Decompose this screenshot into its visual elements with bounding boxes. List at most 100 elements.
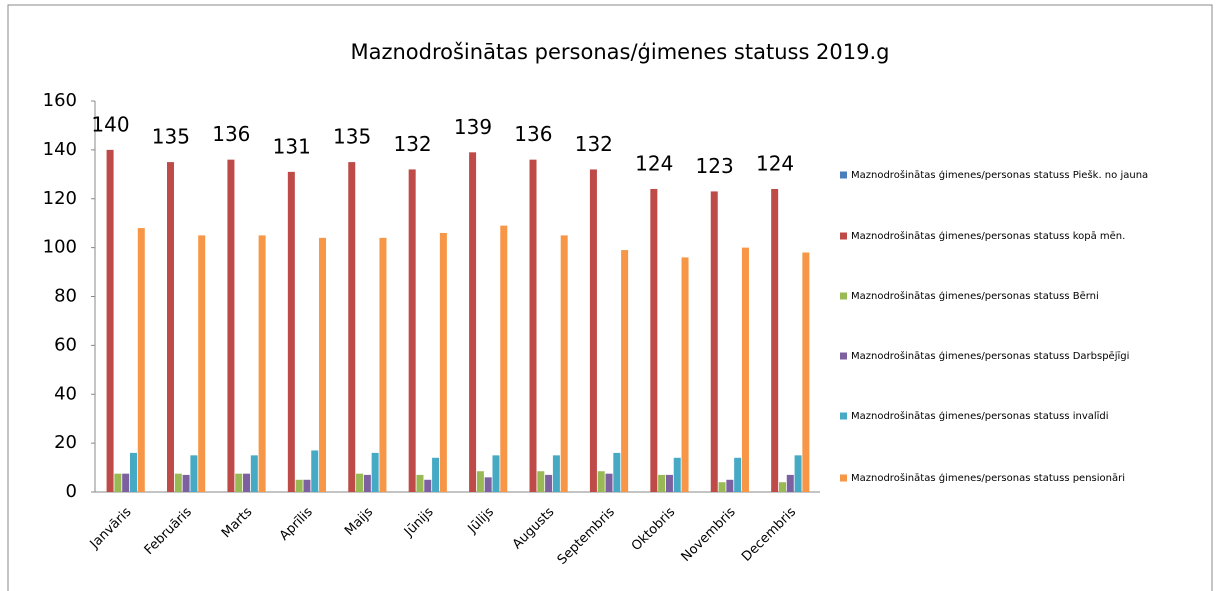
- bar: [734, 457, 742, 492]
- bar: [356, 473, 364, 492]
- data-label: 124: [635, 151, 673, 175]
- bar: [484, 477, 492, 492]
- data-label: 136: [212, 122, 250, 146]
- bar: [167, 162, 175, 492]
- data-label: 132: [393, 132, 431, 156]
- data-label: 139: [454, 115, 492, 139]
- bar: [658, 474, 666, 492]
- bar: [802, 252, 810, 492]
- bar: [363, 474, 371, 492]
- bar: [560, 235, 568, 492]
- bar: [552, 455, 560, 492]
- legend-label: Maznodrošinātas ģimenes/personas statuss…: [851, 410, 1109, 422]
- y-tick-label: 100: [43, 237, 77, 258]
- data-label: 140: [91, 112, 129, 136]
- bar: [500, 225, 508, 492]
- bar: [665, 474, 673, 492]
- legend-swatch: [840, 232, 847, 240]
- bar: [741, 247, 749, 492]
- bar: [529, 159, 537, 492]
- bar: [122, 473, 130, 492]
- bar: [408, 169, 416, 493]
- bar: [786, 474, 794, 492]
- bar: [681, 257, 689, 492]
- bar: [379, 237, 387, 492]
- y-tick-label: 0: [66, 481, 77, 502]
- bar: [137, 228, 145, 492]
- bar: [258, 235, 266, 492]
- chart-frame: [7, 4, 1213, 591]
- bar: [129, 452, 137, 492]
- x-tick-label: Septembris: [555, 505, 618, 568]
- y-tick-label: 140: [43, 139, 77, 160]
- y-tick-label: 160: [43, 90, 77, 111]
- bar: [597, 471, 605, 492]
- bar: [227, 159, 235, 492]
- legend-label: Maznodrošinātas ģimenes/personas statuss…: [851, 169, 1148, 181]
- bar: [250, 455, 258, 492]
- y-tick-label: 120: [43, 188, 77, 209]
- bar: [371, 452, 379, 492]
- y-tick-label: 40: [54, 383, 77, 404]
- x-tick-label: Jūnijs: [401, 505, 437, 541]
- bar: [469, 152, 477, 492]
- legend-label: Maznodrošinātas ģimenes/personas statuss…: [851, 230, 1125, 242]
- bar: [432, 457, 440, 492]
- bar: [114, 473, 122, 492]
- bar: [182, 474, 190, 492]
- bar: [778, 482, 786, 492]
- bar: [476, 471, 484, 492]
- bar: [439, 232, 447, 492]
- bar: [545, 474, 553, 492]
- bar: [589, 169, 597, 493]
- bar: [287, 171, 295, 492]
- legend-label: Maznodrošinātas ģimenes/personas statuss…: [851, 350, 1129, 362]
- x-tick-label: Februāris: [142, 505, 195, 558]
- x-tick-label: Jūlijs: [465, 505, 497, 537]
- legend-swatch: [840, 171, 847, 179]
- x-tick-label: Marts: [219, 505, 256, 542]
- bar: [537, 471, 545, 492]
- bar: [771, 188, 779, 492]
- bar: [174, 473, 182, 492]
- bar: [295, 479, 303, 492]
- bar: [650, 188, 658, 492]
- bar: [319, 237, 327, 492]
- data-label: 124: [756, 151, 794, 175]
- x-tick-label: Aprīlis: [277, 505, 316, 544]
- bar: [198, 235, 206, 492]
- y-tick-label: 80: [54, 286, 77, 307]
- data-label: 131: [273, 134, 311, 158]
- bar: [106, 149, 114, 492]
- bar: [718, 482, 726, 492]
- x-tick-label: Oktobris: [629, 505, 679, 555]
- bar: [311, 450, 319, 492]
- bar: [726, 479, 734, 492]
- bar: [492, 455, 500, 492]
- data-label: 123: [696, 154, 734, 178]
- bar: [243, 473, 251, 492]
- bar: [424, 479, 432, 492]
- legend-swatch: [840, 474, 847, 482]
- bar: [303, 479, 311, 492]
- bar: [621, 250, 629, 492]
- bar: [794, 455, 802, 492]
- legend-swatch: [840, 412, 847, 420]
- bar: [416, 474, 424, 492]
- bar: [613, 452, 621, 492]
- data-label: 135: [333, 125, 371, 149]
- bar: [605, 473, 613, 492]
- legend-swatch: [840, 292, 847, 300]
- bar: [710, 191, 718, 492]
- legend-label: Maznodrošinātas ģimenes/personas statuss…: [851, 472, 1125, 484]
- legend-label: Maznodrošinātas ģimenes/personas statuss…: [851, 290, 1099, 302]
- data-label: 135: [152, 125, 190, 149]
- bar: [673, 457, 681, 492]
- legend-swatch: [840, 352, 847, 360]
- y-tick-label: 20: [54, 432, 77, 453]
- x-tick-label: Maijs: [342, 505, 376, 539]
- x-tick-label: Decembris: [739, 505, 799, 565]
- y-tick-label: 60: [54, 334, 77, 355]
- bar: [235, 473, 243, 492]
